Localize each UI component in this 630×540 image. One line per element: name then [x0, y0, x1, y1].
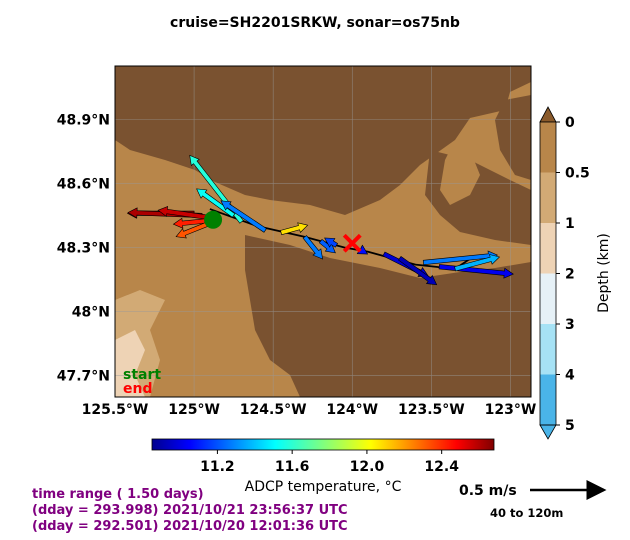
lon-tick-label: 123°W — [485, 402, 537, 418]
lon-tick-label: 123.5°W — [398, 402, 465, 418]
lat-tick-label: 48.3°N — [57, 241, 110, 257]
map-panel: start end — [115, 66, 531, 397]
depth-colorbar-segment — [540, 374, 556, 425]
depth-colorbar-extend-bottom — [539, 424, 557, 440]
depth-colorbar-tick-label: 1 — [565, 216, 575, 232]
map-frame — [114, 65, 532, 398]
end-marker-stroke — [342, 233, 362, 253]
depth-colorbar-segment — [540, 172, 556, 223]
temperature-colorbar-tick-label: 11.6 — [275, 459, 310, 475]
lat-tick-label: 48°N — [72, 305, 110, 321]
depth-colorbar-tick-label: 2 — [565, 267, 575, 283]
current-vector — [454, 254, 501, 272]
start-time-line: (dday = 292.501) 2021/10/20 12:01:36 UTC — [32, 519, 348, 534]
current-vector — [196, 188, 236, 218]
depth-colorbar-segment — [540, 273, 556, 324]
current-vector — [324, 237, 339, 248]
depth-colorbar-tick-label: 5 — [565, 418, 575, 434]
temperature-colorbar-ticks: 11.2 11.6 12.0 12.4 — [200, 450, 459, 475]
current-vector — [157, 206, 211, 221]
scale-depth-range: 40 to 120m — [490, 506, 563, 520]
temperature-colorbar-tick-label: 11.2 — [200, 459, 235, 475]
temperature-colorbar-label: ADCP temperature, °C — [245, 479, 402, 495]
end-label: end — [123, 381, 152, 397]
end-marker — [342, 233, 362, 253]
land-olympic-peninsula — [245, 235, 531, 397]
depth-colorbar: 0 0.5 1 2 3 4 5 — [539, 106, 590, 440]
current-vector — [397, 255, 438, 286]
shallow-channel — [440, 140, 480, 205]
depth-colorbar-segment — [540, 324, 556, 375]
lon-tick-label: 124°W — [326, 402, 378, 418]
lon-tick-label: 124.5°W — [240, 402, 307, 418]
lat-tick-label: 47.7°N — [57, 369, 110, 385]
deep-water-area-2 — [115, 330, 145, 397]
lat-tick-label: 48.9°N — [57, 112, 110, 128]
temperature-colorbar-tick-label: 12.0 — [350, 459, 385, 475]
depth-colorbar-tick-label: 4 — [565, 368, 575, 384]
depth-colorbar-label: Depth (km) — [596, 233, 612, 313]
chart-title: cruise=SH2201SRKW, sonar=os75nb — [170, 15, 460, 31]
depth-colorbar-segment — [540, 122, 556, 173]
depth-colorbar-tick-label: 3 — [565, 317, 575, 333]
depth-colorbar-segment — [540, 223, 556, 274]
start-marker — [204, 210, 223, 229]
lon-tick-label: 125°W — [168, 402, 220, 418]
lat-tick-label: 48.6°N — [57, 176, 110, 192]
lon-tick-label: 125.5°W — [82, 402, 149, 418]
temperature-colorbar — [151, 438, 495, 451]
end-time-line: (dday = 293.998) 2021/10/21 23:56:37 UTC — [32, 503, 348, 518]
current-vector — [280, 222, 309, 236]
current-vector — [318, 238, 336, 254]
start-label: start — [123, 367, 161, 383]
temperature-colorbar-tick-label: 12.4 — [424, 459, 459, 475]
current-vector — [302, 235, 323, 260]
lon-tick-labels: 125.5°W 125°W 124.5°W 124°W 123.5°W 123°W — [82, 402, 537, 418]
land-mainland-east — [495, 95, 531, 180]
scale-speed-label: 0.5 m/s — [459, 483, 517, 499]
land-vancouver-island — [115, 66, 531, 215]
depth-colorbar-tick-label: 0 — [565, 115, 575, 131]
depth-colorbar-tick-label: 0.5 — [565, 166, 590, 182]
current-vectors — [126, 154, 514, 286]
lat-tick-labels: 48.9°N 48.6°N 48.3°N 48°N 47.7°N — [57, 112, 110, 384]
time-range-line: time range ( 1.50 days) — [32, 487, 204, 502]
current-vector — [220, 200, 267, 233]
depth-colorbar-extend-top — [539, 106, 557, 123]
